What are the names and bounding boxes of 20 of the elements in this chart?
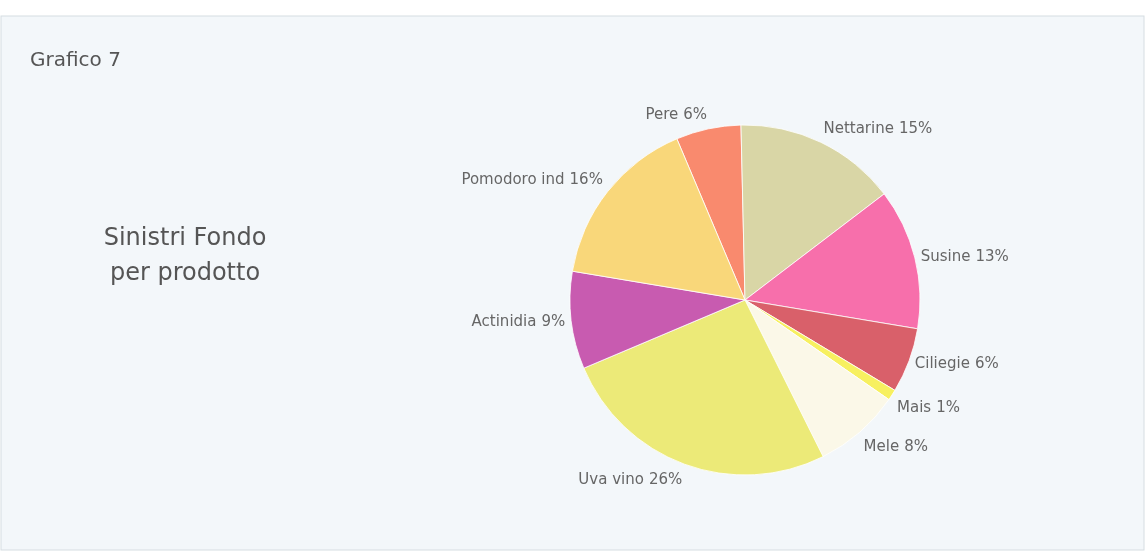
slice-label: Mais [897, 398, 932, 417]
data-label: 15% [898, 118, 933, 137]
text: Sinistri Fondo per prodotto [103, 223, 267, 286]
data-label: 26% [648, 469, 683, 488]
data-label: 1% [936, 398, 960, 417]
slice-label: Uva vino [578, 469, 644, 488]
data-label: 6% [683, 105, 707, 124]
slice-label: Nettarine [823, 118, 894, 137]
data-label: 13% [975, 247, 1009, 266]
data-label: 9% [541, 312, 566, 331]
slice-label: Pere [645, 105, 679, 124]
slice-label: Susine [920, 247, 971, 266]
slice-label: Mele [863, 436, 900, 455]
text: Grafico 7 [30, 47, 121, 71]
data-label: 16% [569, 169, 603, 188]
slice-label: Ciliegie [914, 353, 970, 372]
data-label: 8% [904, 436, 928, 455]
slice-label: Actinidia [471, 312, 537, 331]
data-label: 6% [974, 353, 999, 372]
slice-label: Pomodoro ind [461, 169, 565, 188]
